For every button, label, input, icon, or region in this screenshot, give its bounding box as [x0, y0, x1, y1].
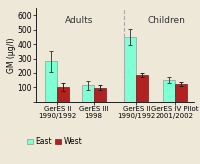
Bar	[57, 87, 69, 102]
Bar	[175, 84, 187, 102]
Bar	[124, 37, 136, 102]
Bar	[94, 88, 106, 102]
Text: Adults: Adults	[65, 16, 93, 25]
Y-axis label: GM (µg/l): GM (µg/l)	[7, 37, 16, 73]
Bar	[136, 75, 148, 102]
Bar	[163, 80, 175, 102]
Bar	[45, 61, 57, 102]
Text: Children: Children	[147, 16, 185, 25]
Legend: East, West: East, West	[27, 137, 82, 146]
Bar	[82, 85, 94, 102]
